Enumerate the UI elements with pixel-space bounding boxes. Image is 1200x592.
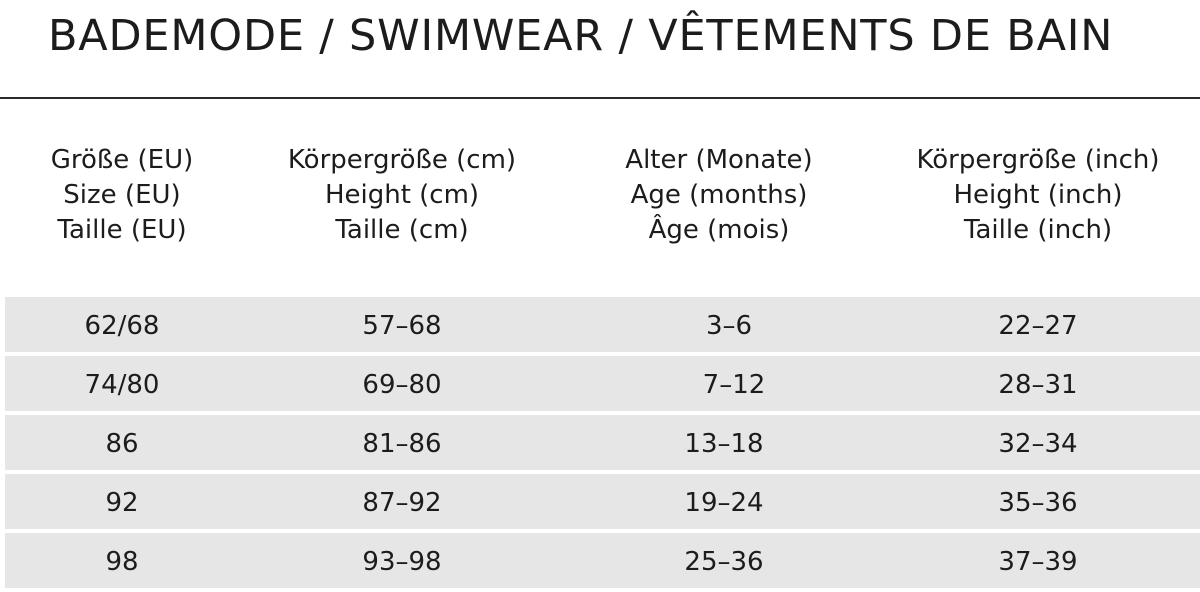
page-title: BADEMODE / SWIMWEAR / VÊTEMENTS DE BAIN — [48, 11, 1114, 61]
header-label-fr: Taille (inch) — [963, 215, 1113, 245]
cell-height-inch: 35–36 — [998, 488, 1078, 518]
header-size: Größe (EU) Size (EU) Taille (EU) — [0, 143, 282, 248]
cell-height-inch: 28–31 — [998, 370, 1078, 400]
header-label-de: Körpergröße (cm) — [287, 145, 517, 175]
table-header: Größe (EU) Size (EU) Taille (EU) Körperg… — [0, 143, 1200, 251]
header-label-de: Größe (EU) — [50, 145, 194, 175]
header-label-fr: Âge (mois) — [648, 215, 790, 245]
cell-height-inch: 22–27 — [998, 311, 1078, 341]
header-height-cm: Körpergröße (cm) Height (cm) Taille (cm) — [242, 143, 562, 248]
header-label-en: Height (cm) — [324, 180, 480, 210]
cell-size: 62/68 — [84, 311, 160, 341]
header-height-inch: Körpergröße (inch) Height (inch) Taille … — [878, 143, 1198, 248]
table-row: 86 81–86 13–18 32–34 — [5, 415, 1200, 470]
header-age: Alter (Monate) Age (months) Âge (mois) — [559, 143, 879, 248]
cell-height-cm: 81–86 — [362, 429, 442, 459]
header-label-de: Körpergröße (inch) — [916, 145, 1160, 175]
cell-size: 92 — [105, 488, 139, 518]
cell-age: 3–6 — [705, 311, 753, 341]
table-row: 92 87–92 19–24 35–36 — [5, 474, 1200, 529]
cell-age: 13–18 — [684, 429, 764, 459]
cell-size: 86 — [105, 429, 139, 459]
cell-size: 98 — [105, 547, 139, 577]
table-row: 98 93–98 25–36 37–39 — [5, 533, 1200, 588]
header-label-fr: Taille (cm) — [335, 215, 469, 245]
cell-height-inch: 32–34 — [998, 429, 1078, 459]
title-divider — [0, 97, 1200, 99]
header-label-de: Alter (Monate) — [625, 145, 813, 175]
cell-age: 7–12 — [702, 370, 766, 400]
cell-age: 25–36 — [684, 547, 764, 577]
cell-age: 19–24 — [684, 488, 764, 518]
header-label-en: Age (months) — [630, 180, 808, 210]
cell-height-cm: 93–98 — [362, 547, 442, 577]
table-row: 62/68 57–68 3–6 22–27 — [5, 297, 1200, 352]
table-row: 74/80 69–80 7–12 28–31 — [5, 356, 1200, 411]
header-label-en: Size (EU) — [63, 180, 181, 210]
cell-size: 74/80 — [84, 370, 160, 400]
cell-height-cm: 57–68 — [362, 311, 442, 341]
cell-height-cm: 69–80 — [362, 370, 442, 400]
size-table: 62/68 57–68 3–6 22–27 74/80 69–80 7–12 2… — [5, 297, 1200, 592]
cell-height-inch: 37–39 — [998, 547, 1078, 577]
header-label-fr: Taille (EU) — [57, 215, 187, 245]
cell-height-cm: 87–92 — [362, 488, 442, 518]
header-label-en: Height (inch) — [953, 180, 1123, 210]
